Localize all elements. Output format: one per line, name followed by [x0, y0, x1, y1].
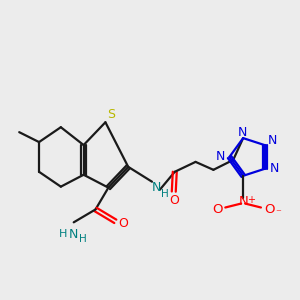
Text: N: N	[238, 126, 247, 139]
Text: N: N	[268, 134, 277, 147]
Text: O: O	[265, 203, 275, 216]
Text: N: N	[238, 195, 248, 208]
Text: O: O	[118, 217, 128, 230]
Text: H: H	[79, 234, 86, 244]
Text: N: N	[152, 181, 162, 194]
Text: N: N	[69, 228, 78, 241]
Text: O: O	[169, 194, 179, 207]
Text: H: H	[58, 229, 67, 239]
Text: N: N	[216, 151, 225, 164]
Text: +: +	[247, 195, 255, 205]
Text: H: H	[161, 189, 169, 199]
Text: ⁻: ⁻	[275, 208, 281, 218]
Text: N: N	[269, 162, 279, 175]
Text: S: S	[107, 108, 116, 121]
Text: O: O	[212, 203, 223, 216]
